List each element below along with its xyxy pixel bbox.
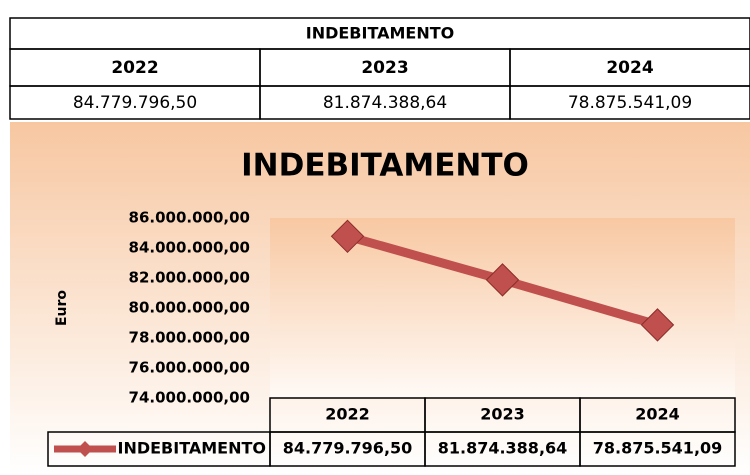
marker [330, 219, 365, 254]
chart-title: INDEBITAMENTO [241, 148, 529, 184]
y-tick-label: 80.000.000,00 [129, 299, 250, 317]
legend-label: INDEBITAMENTO [117, 439, 266, 458]
legend-marker [77, 441, 93, 457]
table-cell: 81.874.388,64 [323, 93, 447, 113]
y-tick-label: 76.000.000,00 [129, 359, 250, 377]
y-tick-label: 78.000.000,00 [129, 329, 250, 347]
x-tick-label: 2022 [325, 405, 370, 424]
y-tick-label: 84.000.000,00 [129, 239, 250, 257]
value-label: 81.874.388,64 [438, 439, 568, 458]
value-label: 84.779.796,50 [283, 439, 413, 458]
table-title: INDEBITAMENTO [306, 24, 455, 43]
x-tick-label: 2023 [480, 405, 525, 424]
table-header: 2024 [606, 58, 653, 78]
marker [640, 308, 675, 342]
table-header: 2022 [111, 58, 158, 78]
marker [485, 263, 520, 297]
y-tick-label: 86.000.000,00 [129, 209, 250, 227]
y-tick-label: 74.000.000,00 [129, 389, 250, 407]
value-label: 78.875.541,09 [593, 439, 723, 458]
cell-border [579, 431, 736, 467]
table-cell: 84.779.796,50 [73, 93, 197, 113]
y-tick-label: 82.000.000,00 [129, 269, 250, 287]
y-axis-label: Euro [54, 290, 70, 326]
x-tick-label: 2024 [635, 405, 680, 424]
table-header: 2023 [361, 58, 408, 78]
table-cell: 78.875.541,09 [568, 93, 692, 113]
cell-border [509, 85, 750, 120]
